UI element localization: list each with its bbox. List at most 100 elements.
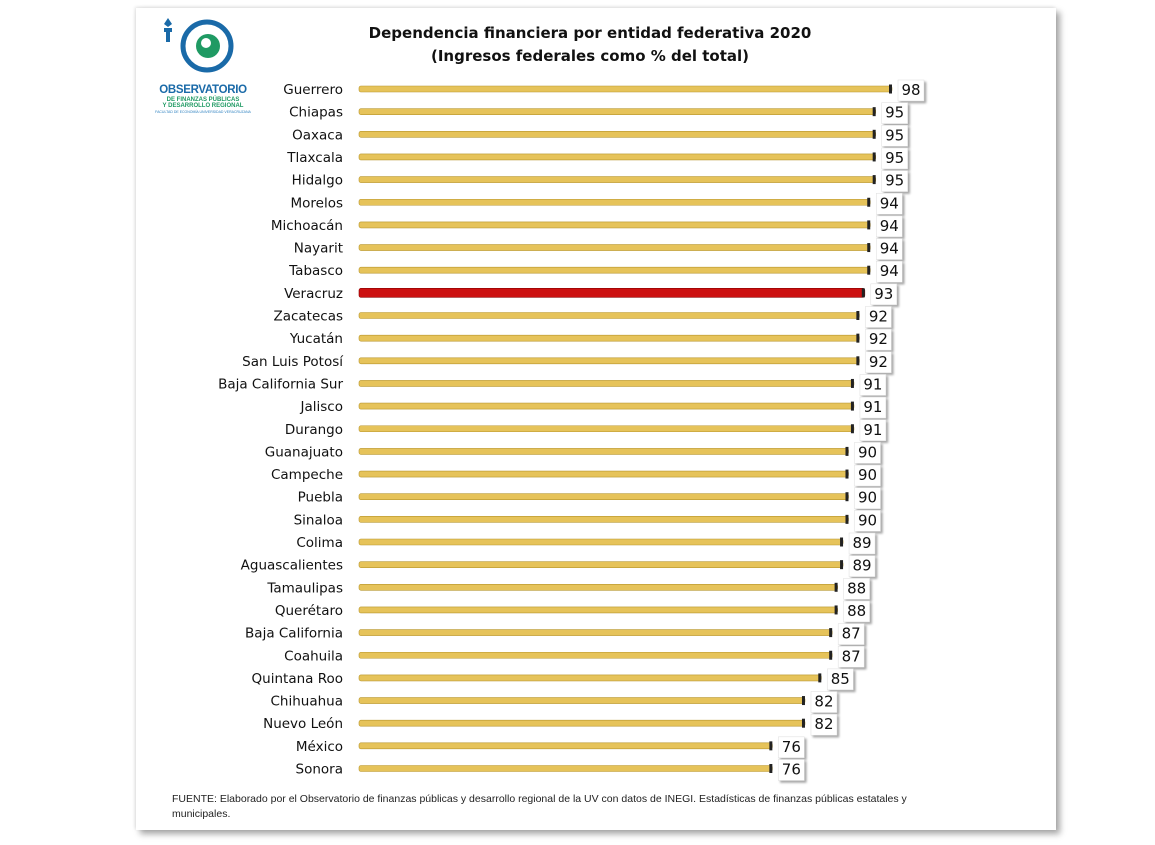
data-label-baja-california-sur: 91 (863, 375, 882, 393)
data-label-box-jalisco (859, 396, 887, 419)
category-label-yucatan: Yucatán (289, 331, 343, 347)
bar-end-cap-guanajuato (845, 446, 849, 456)
bar-end-cap-jalisco (850, 401, 854, 411)
bar-end-cap-chiapas (872, 107, 876, 117)
data-label-box-san-luis-potosi (865, 351, 892, 374)
data-label-jalisco: 91 (863, 398, 882, 416)
logo-emblem-icon (164, 18, 234, 73)
bar-end-cap-aguascalientes (840, 560, 844, 570)
bar-end-cap-tlaxcala (872, 152, 876, 162)
data-label-colima: 89 (853, 534, 872, 552)
data-label-sinaloa: 90 (858, 511, 877, 529)
bar-end-cap-zacatecas (856, 311, 860, 320)
bar-aguascalientes (358, 561, 844, 568)
bar-end-cap-quintana-roo (818, 673, 822, 683)
bar-tlaxcala (358, 153, 876, 161)
bar-end-cap-tamaulipas (834, 582, 838, 592)
data-label-guanajuato: 90 (858, 443, 877, 461)
bar-end-cap-nayarit (867, 243, 871, 253)
bar-end-cap-sonora (769, 764, 773, 773)
data-label-aguascalientes: 89 (853, 557, 872, 575)
data-label-mexico: 76 (782, 738, 801, 756)
category-label-baja-california-sur: Baja California Sur (218, 376, 343, 392)
bar-mexico (358, 742, 773, 750)
logo-title: OBSERVATORIO (159, 84, 247, 96)
data-label-box-chihuahua (810, 691, 838, 713)
data-label-veracruz: 93 (874, 285, 893, 303)
category-label-san-luis-potosi: San Luis Potosí (242, 354, 344, 370)
data-label-box-michoacan (875, 215, 903, 238)
bar-end-cap-chihuahua (801, 696, 805, 706)
chart-subtitle: (Ingresos federales como % del total) (430, 47, 750, 65)
bar-oaxaca (358, 131, 876, 138)
category-label-tabasco: Tabasco (288, 263, 343, 279)
data-label-guerrero: 98 (901, 81, 920, 99)
data-label-hidalgo: 95 (885, 172, 904, 190)
category-label-durango: Durango (285, 422, 343, 438)
bar-end-cap-coahuila (829, 650, 833, 660)
bar-end-cap-san-luis-potosi (856, 356, 860, 366)
data-label-box-baja-california (837, 623, 865, 645)
bar-puebla (358, 493, 849, 501)
bar-end-cap-baja-california-sur (850, 378, 854, 388)
data-label-sonora: 76 (782, 761, 801, 779)
data-label-box-tamaulipas (843, 578, 870, 600)
data-label-michoacan: 94 (880, 217, 899, 235)
data-label-san-luis-potosi: 92 (869, 353, 888, 371)
data-label-box-guanajuato (854, 442, 881, 464)
bar-end-cap-nuevo-leon (801, 718, 805, 728)
bars-group: Guerrero 98 Chiapas 95 Oaxaca 95 Tlaxcala 95 Hid… (218, 79, 925, 781)
data-label-box-durango (859, 419, 887, 441)
bar-queretaro (358, 606, 838, 614)
category-label-veracruz: Veracruz (284, 286, 343, 302)
bar-guanajuato (358, 448, 849, 455)
category-label-chiapas: Chiapas (289, 105, 343, 121)
bar-end-cap-michoacan (867, 220, 871, 230)
bar-baja-california-sur (358, 380, 855, 387)
bar-chiapas (358, 108, 876, 115)
data-label-nuevo-leon: 82 (814, 715, 833, 733)
bar-baja-california (358, 629, 833, 636)
data-label-box-hidalgo (881, 170, 908, 192)
data-label-box-sonora (778, 759, 805, 781)
category-label-quintana-roo: Quintana Roo (252, 671, 343, 687)
data-label-queretaro: 88 (847, 602, 866, 620)
logo-subtitle-line2: Y DESARROLLO REGIONAL (162, 103, 244, 109)
data-label-nayarit: 94 (880, 240, 899, 258)
data-label-box-quintana-roo (827, 668, 854, 691)
data-label-chiapas: 95 (885, 104, 904, 122)
data-label-oaxaca: 95 (885, 126, 904, 144)
data-label-box-chiapas (881, 102, 908, 124)
logo-subtitle-line3: FACULTAD DE ECONOMÍA UNIVERSIDAD VERACRU… (155, 110, 251, 114)
bar-end-cap-tabasco (867, 265, 871, 275)
category-label-guanajuato: Guanajuato (265, 444, 343, 460)
bar-end-cap-colima (840, 537, 844, 547)
data-label-baja-california: 87 (842, 625, 861, 643)
bar-end-cap-veracruz (861, 288, 865, 298)
bar-end-cap-yucatan (856, 333, 860, 343)
data-label-box-sinaloa (854, 510, 881, 532)
category-label-michoacan: Michoacán (271, 218, 343, 234)
bar-san-luis-potosi (358, 357, 860, 365)
observatorio-logo (164, 18, 234, 73)
data-label-tlaxcala: 95 (885, 149, 904, 167)
data-label-morelos: 94 (880, 194, 899, 212)
category-label-sinaloa: Sinaloa (294, 512, 343, 528)
data-label-box-coahuila (837, 646, 865, 668)
category-label-mexico: México (296, 739, 343, 755)
category-label-morelos: Morelos (290, 195, 343, 211)
bar-end-cap-campeche (845, 469, 849, 479)
category-label-campeche: Campeche (271, 467, 343, 483)
bar-end-cap-morelos (867, 197, 871, 207)
data-label-box-aguascalientes (848, 555, 876, 577)
bar-michoacan (358, 221, 871, 229)
bar-durango (358, 425, 855, 433)
bar-guerrero (358, 85, 893, 93)
data-label-box-zacatecas (865, 306, 892, 328)
bar-nuevo-leon (358, 719, 806, 727)
category-label-sonora: Sonora (296, 762, 343, 778)
category-label-zacatecas: Zacatecas (273, 309, 343, 325)
data-label-tabasco: 94 (880, 262, 899, 280)
data-label-box-morelos (875, 193, 903, 215)
